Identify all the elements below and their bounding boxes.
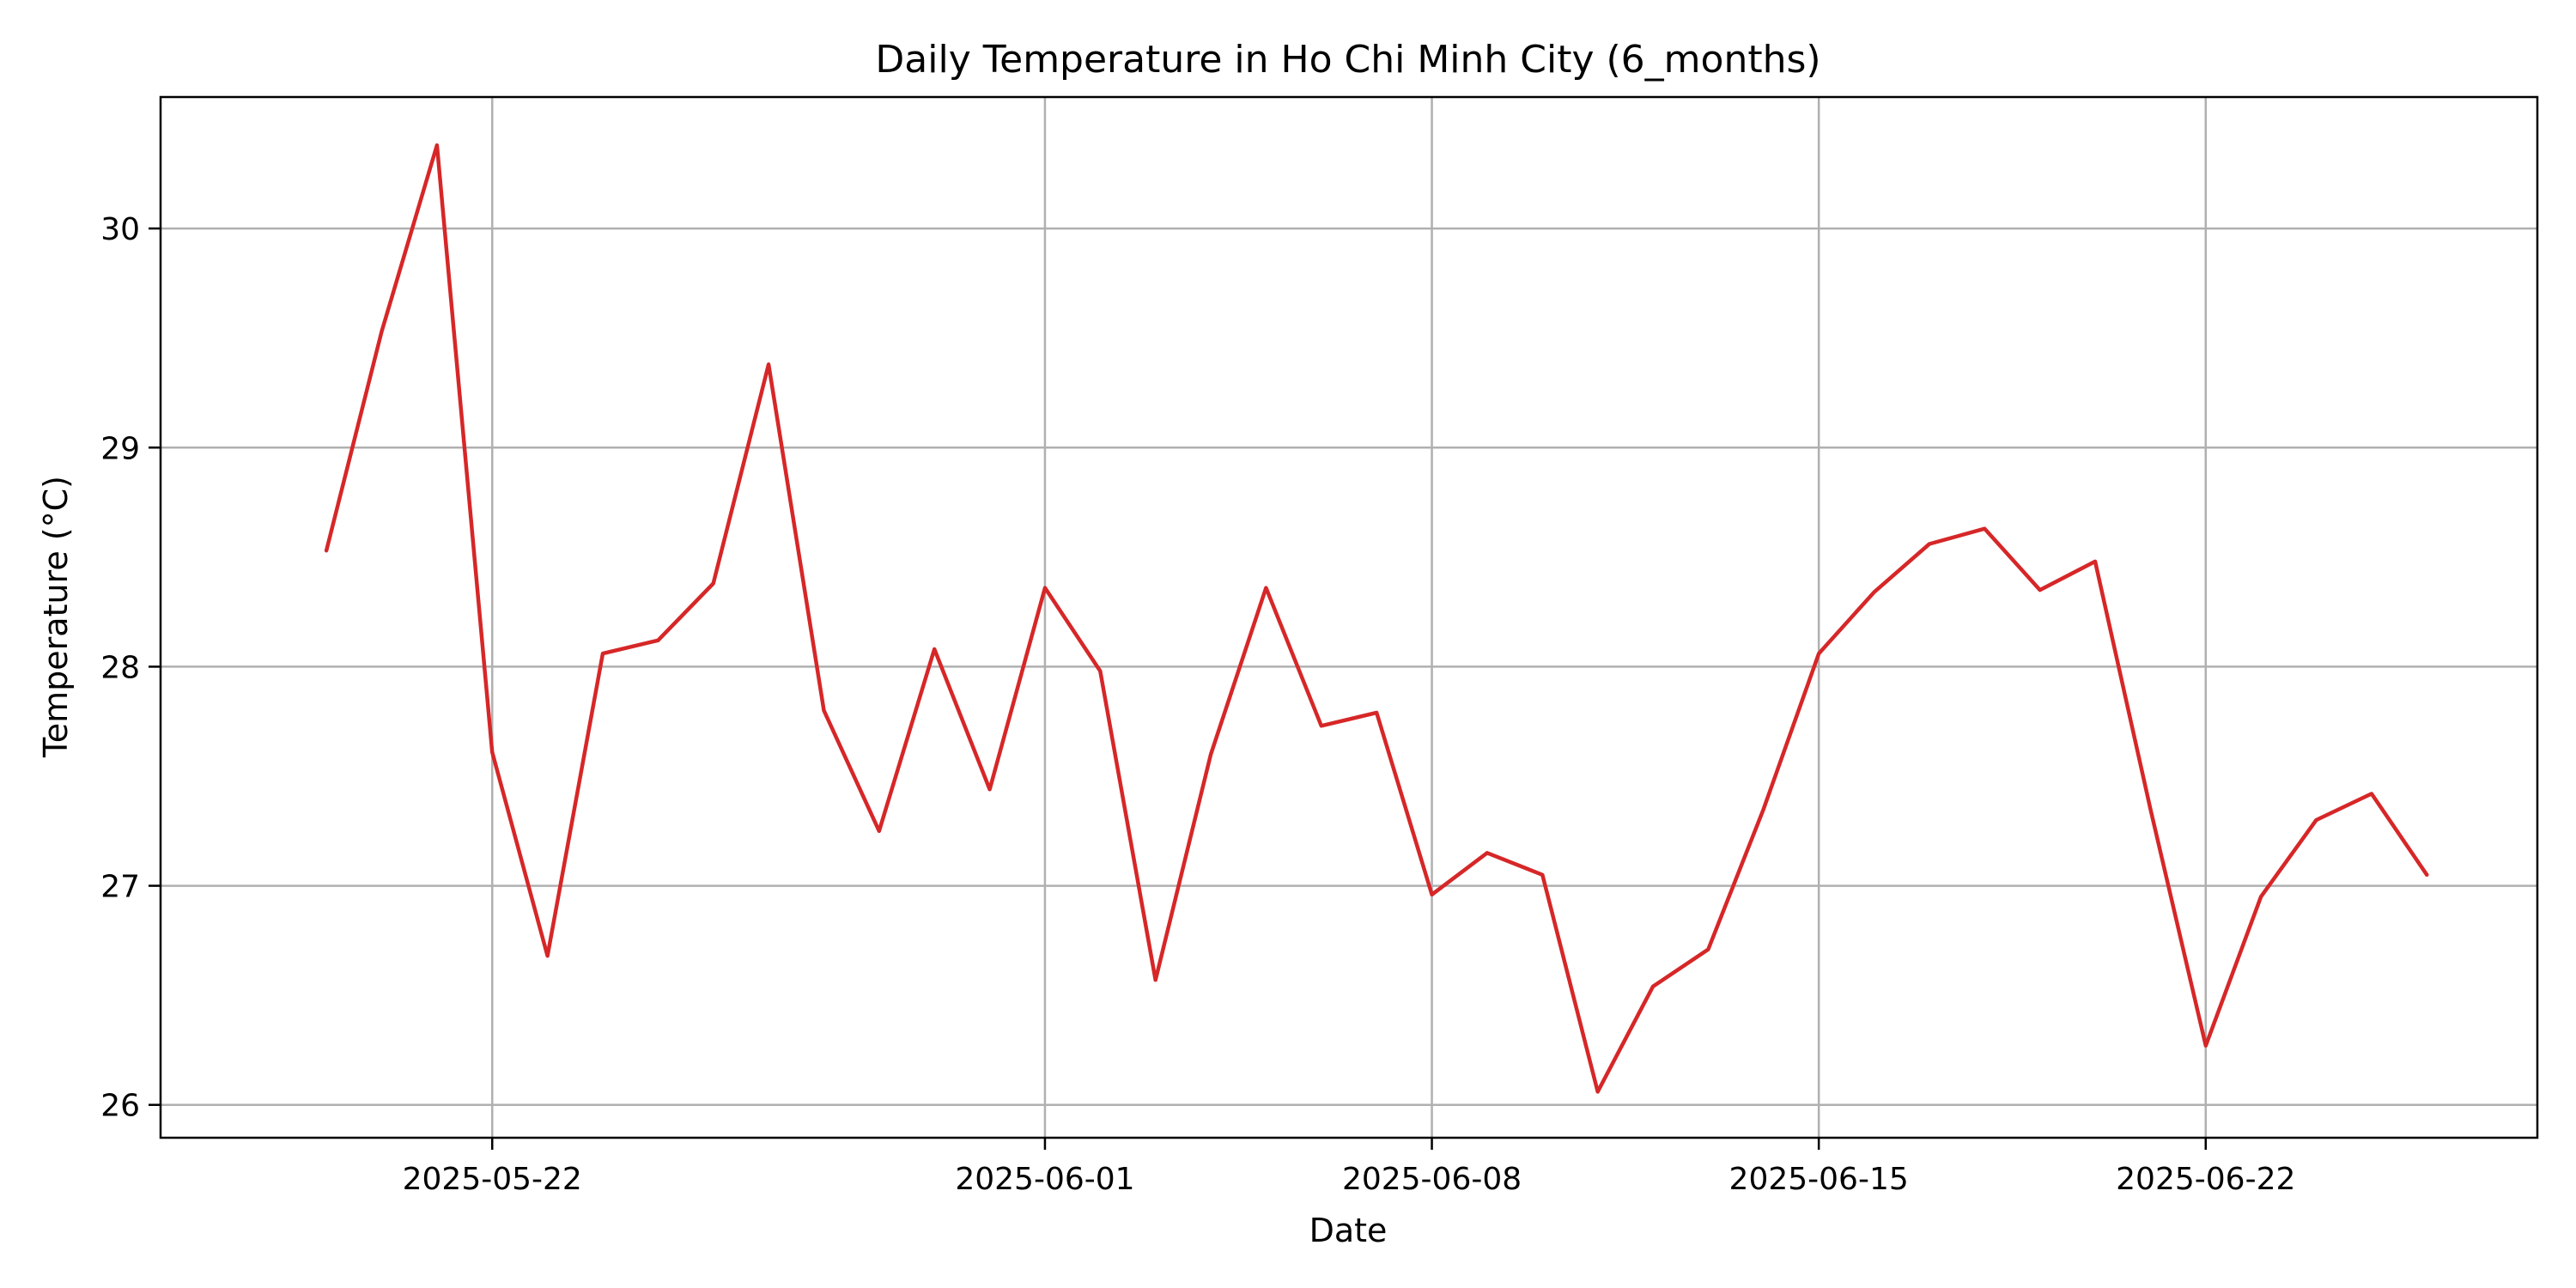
y-tick-label: 30 — [100, 212, 140, 247]
x-tick-label: 2025-06-15 — [1729, 1162, 1909, 1197]
grid-lines — [161, 97, 2537, 1138]
chart-title: Daily Temperature in Ho Chi Minh City (6… — [875, 38, 1820, 82]
x-axis-label: Date — [1309, 1212, 1388, 1249]
y-tick-label: 27 — [100, 870, 140, 905]
y-axis-label: Temperature (°C) — [37, 476, 75, 758]
x-tick-label: 2025-05-22 — [403, 1162, 582, 1197]
x-tick-label: 2025-06-08 — [1342, 1162, 1522, 1197]
x-tick-label: 2025-06-01 — [955, 1162, 1134, 1197]
y-tick-label: 29 — [100, 431, 140, 466]
y-tick-label: 26 — [100, 1089, 140, 1124]
x-tick-label: 2025-06-22 — [2116, 1162, 2295, 1197]
y-tick-label: 28 — [100, 650, 140, 685]
series-layer — [324, 143, 2429, 1094]
plot-frame — [159, 95, 2539, 1139]
axis-ticks: 2025-05-22 2025-06-01 2025-06-08 2025-06-15… — [100, 212, 2295, 1197]
temperature-series-line — [324, 143, 2429, 1094]
